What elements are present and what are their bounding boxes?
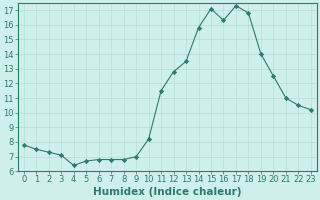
X-axis label: Humidex (Indice chaleur): Humidex (Indice chaleur) [93,187,242,197]
